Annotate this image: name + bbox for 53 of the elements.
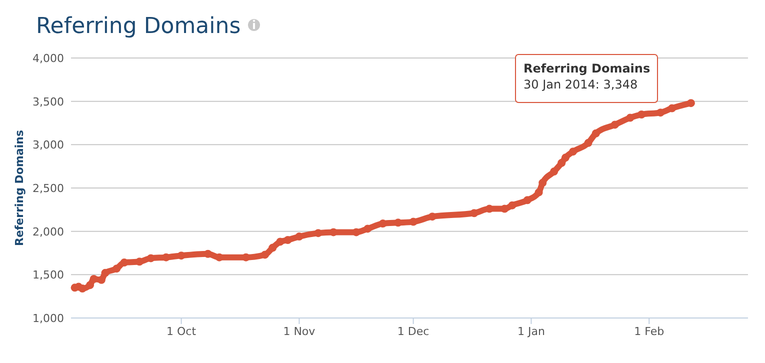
point <box>686 99 695 108</box>
point <box>523 196 532 204</box>
point <box>101 268 110 277</box>
y-tick-label: 2,000 <box>32 225 64 238</box>
y-tick-label: 3,000 <box>32 138 64 152</box>
y-tick-label: 2,500 <box>32 182 64 195</box>
x-tick-label: 1 Jan <box>517 325 545 338</box>
point <box>409 218 418 226</box>
point <box>550 168 558 176</box>
y-tick-label: 4,000 <box>32 52 64 65</box>
x-tick-label: 1 Oct <box>166 325 197 338</box>
x-tick-label: 1 Nov <box>283 325 316 338</box>
point <box>268 244 277 252</box>
point <box>656 108 665 117</box>
point <box>352 228 360 236</box>
point <box>120 258 128 267</box>
point <box>538 178 547 187</box>
point <box>78 284 86 293</box>
point <box>470 209 478 218</box>
point <box>534 188 543 196</box>
annotation: Referring Domains 30 Jan 2014: 3,348 <box>524 62 650 92</box>
point <box>90 275 98 283</box>
point <box>592 129 600 138</box>
point <box>668 104 676 112</box>
point <box>485 204 494 213</box>
x-tick-label: 1 Dec <box>397 325 430 338</box>
point <box>215 253 224 262</box>
y-tick-label: 3,500 <box>32 95 64 108</box>
point <box>112 264 121 273</box>
point <box>284 236 292 244</box>
point <box>428 212 436 221</box>
point <box>86 281 94 290</box>
point <box>314 229 322 238</box>
point <box>500 204 509 213</box>
y-tick-label: 1,000 <box>32 312 64 325</box>
point <box>626 114 634 122</box>
point <box>561 154 570 162</box>
point <box>177 252 186 260</box>
y-axis-title: Referring Domains <box>13 130 26 246</box>
point <box>610 120 619 129</box>
point <box>584 138 592 147</box>
point <box>364 224 372 233</box>
x-tick-label: 1 Feb <box>634 325 664 338</box>
point <box>558 158 566 167</box>
point <box>146 254 155 262</box>
point <box>295 232 304 241</box>
point <box>260 250 269 259</box>
chart-title: Referring Domains <box>36 14 241 39</box>
point <box>276 238 284 246</box>
point <box>569 148 578 156</box>
y-tick-label: 1,500 <box>32 268 64 282</box>
point <box>508 201 516 210</box>
point <box>378 220 387 228</box>
